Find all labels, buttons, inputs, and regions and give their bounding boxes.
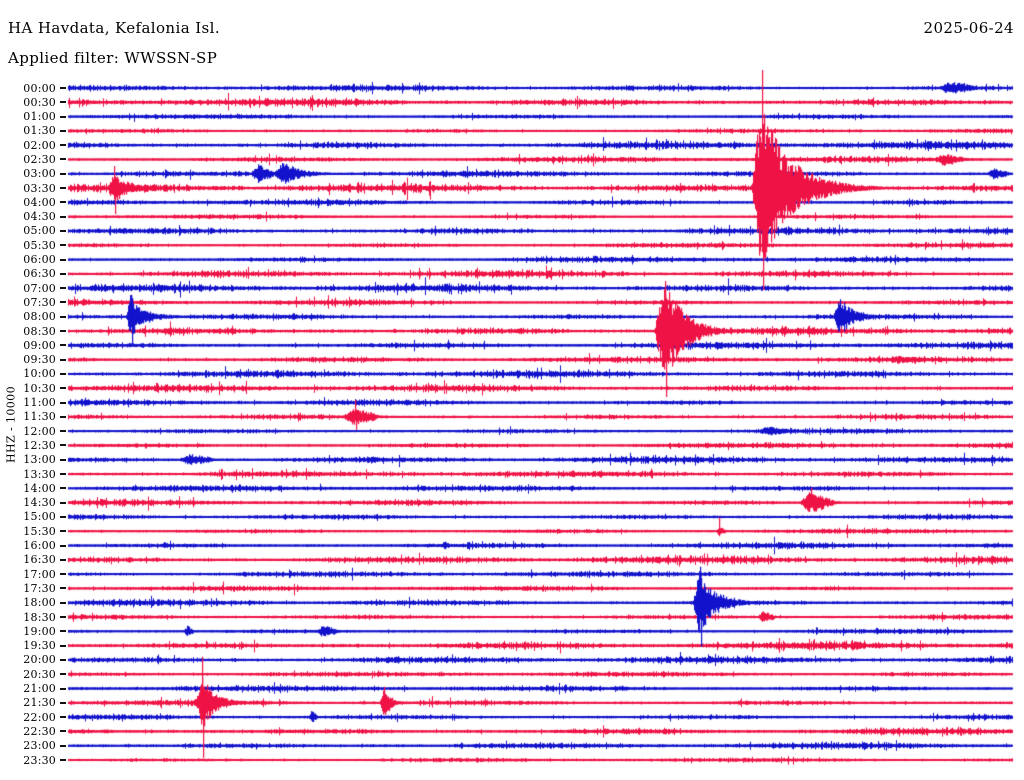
helicorder-canvas bbox=[0, 0, 1024, 780]
helicorder-page: HA Havdata, Kefalonia Isl. 2025-06-24 Ap… bbox=[0, 0, 1024, 780]
